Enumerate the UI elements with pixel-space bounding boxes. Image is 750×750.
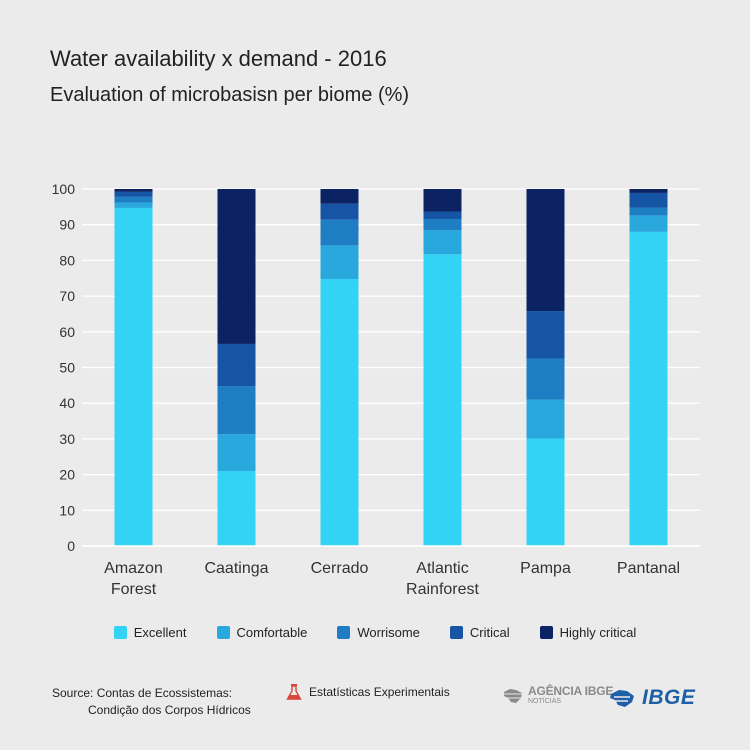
bar-segment-highly-critical	[526, 189, 565, 312]
y-tick-label: 70	[59, 288, 75, 304]
x-tick-label: Pantanal	[617, 560, 680, 577]
bar-segment-worrisome	[423, 218, 462, 231]
agencia-subtitle: NOTÍCIAS	[528, 698, 562, 705]
bar-segment-highly-critical	[423, 189, 462, 212]
bar-segment-highly-critical	[320, 189, 359, 204]
chart-legend: Excellent Comfortable Worrisome Critical Hig…	[0, 625, 750, 640]
y-tick-label: 0	[67, 538, 75, 554]
bar-segment-critical	[320, 203, 359, 220]
legend-item: Worrisome	[337, 625, 420, 640]
ibge-logo: IBGE	[608, 686, 695, 710]
agencia-ibge-logo: AGÊNCIA IBGE NOTÍCIAS	[502, 684, 614, 706]
bar-segment-comfortable	[526, 399, 565, 439]
bar-segment-excellent	[526, 438, 565, 546]
ibge-wordmark: IBGE	[642, 686, 696, 709]
source-line-1: Source: Contas de Ecossistemas:	[52, 686, 233, 700]
bar-segment-highly-critical	[114, 189, 153, 192]
bar-segment-comfortable	[423, 230, 462, 255]
y-tick-label: 10	[59, 502, 75, 518]
legend-label: Critical	[469, 625, 510, 640]
bar-segment-excellent	[217, 471, 256, 546]
x-tick-label: Cerrado	[311, 560, 369, 577]
bar-segment-excellent	[423, 254, 462, 546]
y-tick-label: 40	[59, 395, 75, 411]
y-tick-label: 80	[59, 252, 75, 268]
bar-segment-highly-critical	[629, 189, 668, 193]
bar-segment-worrisome	[217, 386, 256, 435]
ibge-map-icon	[610, 690, 634, 707]
y-tick-label: 50	[59, 360, 75, 376]
flask-icon	[286, 684, 302, 700]
y-tick-label: 60	[59, 324, 75, 340]
legend-swatch	[449, 626, 463, 639]
x-tick-label: Pampa	[520, 560, 571, 577]
y-tick-label: 20	[59, 467, 75, 483]
legend-label: Highly critical	[559, 625, 637, 640]
legend-swatch	[216, 626, 230, 639]
bar-segment-worrisome	[320, 219, 359, 246]
legend-item: Comfortable	[216, 625, 308, 640]
agencia-map-icon	[502, 689, 524, 703]
bar-segment-worrisome	[114, 196, 153, 203]
bar-segment-critical	[526, 311, 565, 359]
bar-segment-comfortable	[629, 215, 668, 232]
legend-item: Excellent	[113, 625, 187, 640]
legend-label: Comfortable	[236, 625, 308, 640]
bar-segment-critical	[629, 192, 668, 208]
x-tick-label: Caatinga	[204, 560, 268, 577]
stacked-bar-chart: 0 10 20 30 40 50 60 70 80 90 100 Amazon Forest Caatin…	[52, 181, 700, 598]
bar-segment-critical	[114, 191, 153, 197]
source-line-2: Condição dos Corpos Hídricos	[88, 703, 251, 717]
experimental-statistics: Estatísticas Experimentais	[286, 683, 450, 701]
bar-segment-critical	[423, 211, 462, 219]
bar-segment-comfortable	[320, 245, 359, 279]
bar-segment-highly-critical	[217, 189, 256, 344]
bar-segment-excellent	[629, 231, 668, 546]
y-tick-label: 100	[52, 181, 76, 197]
legend-swatch	[337, 626, 351, 639]
legend-swatch	[113, 626, 127, 639]
legend-item: Highly critical	[539, 625, 637, 640]
legend-label: Worrisome	[357, 625, 420, 640]
bar-segment-comfortable	[217, 434, 256, 472]
chart-subtitle: Evaluation of microbasisn per biome (%)	[50, 84, 410, 106]
bar-segment-worrisome	[629, 207, 668, 216]
bar-segment-excellent	[114, 207, 153, 546]
bar-segment-comfortable	[114, 202, 153, 208]
x-tick-label: Amazon	[104, 560, 163, 577]
y-tick-label: 90	[59, 217, 75, 233]
legend-item: Critical	[449, 625, 510, 640]
x-tick-label: Forest	[111, 581, 157, 598]
source-note: Source: Contas de Ecossistemas: Condição…	[52, 685, 251, 719]
experimental-statistics-label: Estatísticas Experimentais	[309, 685, 450, 699]
agencia-name: AGÊNCIA IBGE	[528, 684, 614, 698]
x-tick-label: Atlantic	[416, 560, 468, 577]
chart-title: Water availability x demand - 2016	[50, 46, 387, 71]
legend-label: Excellent	[133, 625, 187, 640]
legend-swatch	[539, 626, 553, 639]
x-tick-label: Rainforest	[406, 581, 479, 598]
y-tick-label: 30	[59, 431, 75, 447]
bar-segment-excellent	[320, 278, 359, 546]
bar-segment-critical	[217, 343, 256, 387]
bar-segment-worrisome	[526, 358, 565, 400]
